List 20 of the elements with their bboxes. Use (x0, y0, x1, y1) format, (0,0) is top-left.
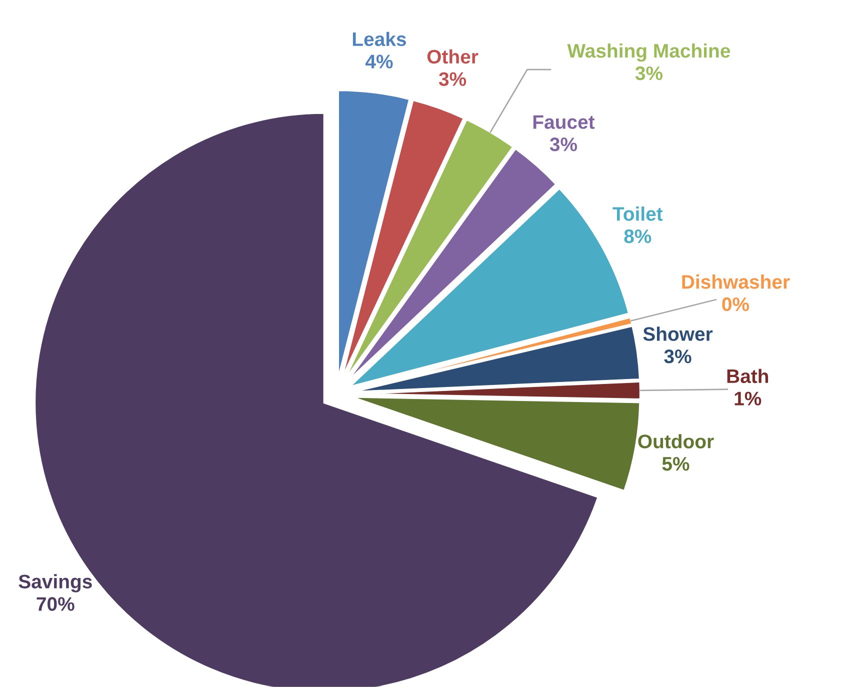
slice-label: Washing Machine (567, 43, 730, 62)
slice-label: Other (427, 49, 478, 64)
data-label: 5% (662, 457, 690, 471)
slice-label: Dishwasher (682, 274, 790, 289)
data-label: 3% (664, 350, 692, 364)
data-label: 3% (438, 72, 466, 86)
slice-label: Faucet (533, 115, 595, 129)
slice-label: Shower (643, 326, 713, 341)
slice-label: Outdoor (638, 434, 714, 448)
slice-label: Bath (727, 368, 768, 384)
data-label: 70% (36, 597, 74, 611)
data-label: 8% (624, 229, 652, 244)
data-label: 1% (734, 392, 762, 406)
slice-label: Savings (18, 574, 92, 592)
slice-label: Leaks (352, 32, 406, 46)
data-label: 0% (722, 297, 750, 312)
data-label: 3% (550, 138, 578, 152)
data-label: 4% (365, 54, 393, 68)
data-label: 3% (635, 66, 662, 80)
slice-label: Toilet (612, 206, 663, 221)
